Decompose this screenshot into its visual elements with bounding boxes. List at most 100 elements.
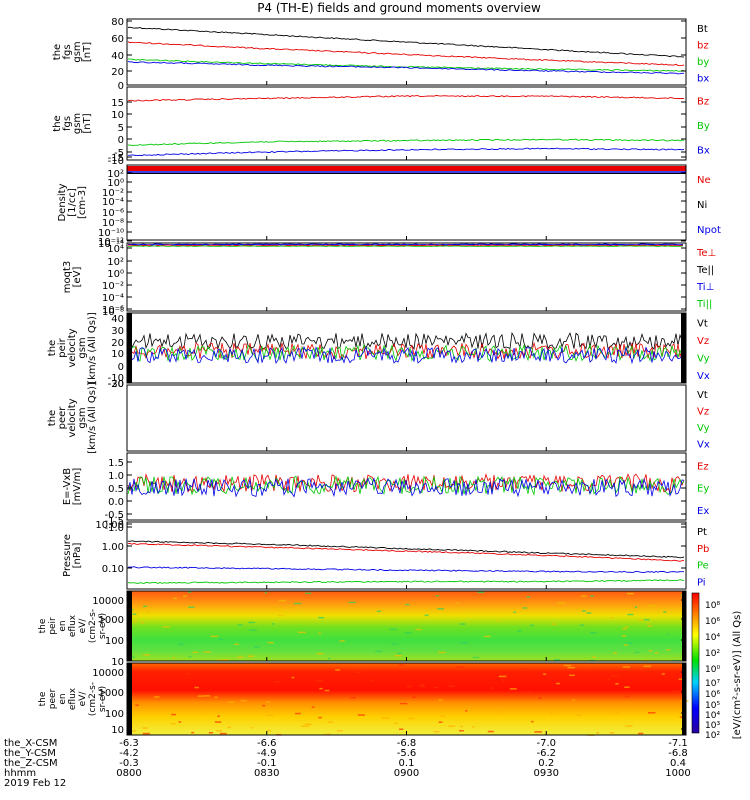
legend-bx: bx [697,73,709,84]
y-axis-label: Density [57,183,68,221]
spectrogram-texture [183,595,187,597]
spectrogram-texture [203,651,212,653]
spectrogram-texture [622,635,626,637]
spectrogram-texture [237,624,243,626]
panel-efield: 1.5 1.0 0.5 0.0 -0.5 -1.0-1.5 E=-VxB [mV/m] Ez Ey… [62,452,709,534]
x-row-label: hhmm [4,768,36,779]
spectrogram-texture [301,725,309,727]
spectrogram-texture [316,680,324,682]
spectrogram-texture [472,726,475,728]
spectrogram-texture [438,699,443,701]
legend-te⊥: Te⊥ [696,248,716,259]
data-gap-left [127,663,132,735]
x-row-label: the_Y-CSM [4,748,56,759]
spectrogram-texture [527,691,531,693]
legend-pe: Pe [697,561,709,572]
legend-ne: Ne [697,175,711,186]
spectrogram-texture [622,666,631,668]
spectrogram-texture [311,706,315,708]
spectrogram-texture [648,650,653,652]
spectrogram-texture [278,599,287,602]
x-tick-label: -7.0 [536,738,556,749]
spectrogram-texture [424,614,429,617]
y-axis-label: velocity [67,328,78,367]
y-tick-label: 10⁻¹⁰ [98,228,124,239]
y-axis-label: (cm2-s- [88,682,98,716]
spectrogram-texture [460,725,463,728]
spectrogram-texture [405,603,410,606]
spectrogram-texture [415,628,422,631]
spectrogram-texture [648,712,656,714]
legend-vy: Vy [697,423,710,434]
x-tick-label: -4.9 [257,748,277,759]
spectrogram-texture [234,643,240,646]
y-axis-label: gsm [77,407,88,428]
spectrogram-texture [438,721,443,723]
y-tick-label: 0 [118,81,124,92]
x-row-label: the_X-CSM [4,738,57,749]
spectrogram-texture [394,655,402,657]
spectrogram-texture [531,720,534,723]
y-axis-label: velocity [67,398,78,437]
y-axis-label: gsm [72,113,83,134]
y-axis-label: the [47,410,58,426]
spectrogram-texture [484,635,491,638]
panel-pressure: 10.00 1.00 0.10 Pressure [nPa] Pt Pb Pe Pi [62,520,709,590]
spectrogram-texture [264,591,267,594]
spectrogram-texture [448,725,456,727]
legend-bx: Bx [697,145,710,156]
y-tick-label: 40 [111,314,124,325]
y-axis-label: E=-VxB [62,468,73,505]
spectrogram-texture [142,727,148,729]
x-tick-label: -5.6 [397,748,417,759]
spectrogram-texture [596,732,600,734]
spectrogram-texture [143,654,150,656]
y-axis-label: peir [57,337,68,357]
spectrogram-texture [554,658,561,661]
spectrogram-texture [318,632,321,635]
spectrogram-texture [262,704,266,707]
spectrogram-texture [406,685,412,688]
colorbar-tick-label: 10⁴ [705,711,720,721]
series-fgs_tot-bz [127,41,685,67]
colorbar-tick-label: 10² [705,649,720,659]
spectrogram-texture [192,651,198,654]
spectrogram-texture [435,595,440,597]
y-tick-label: 10⁴ [107,244,124,255]
legend-vx: Vx [697,371,710,382]
spectrogram-texture [251,727,254,729]
spectrogram-texture [154,696,160,698]
colorbar-tick-label: 10² [705,731,720,741]
spectrogram-texture [357,714,365,716]
legend-vx: Vx [697,439,710,450]
spectrogram-texture [266,714,274,716]
legend-pt: Pt [697,527,707,538]
spectrogram-texture [140,622,145,624]
x-tick-label: -6.6 [257,738,277,749]
spectrogram-texture [522,607,528,609]
spectrogram-texture [143,605,147,608]
spectrogram-texture [624,626,629,629]
spectrogram-texture [214,721,222,723]
legend-vz: Vz [697,336,709,347]
y-axis-label: sr-eV) [98,686,108,712]
spectrogram-texture [581,595,587,597]
y-tick-label: -30 [108,379,124,390]
spectrogram-texture [412,696,417,698]
panel-peer_en: 10000 1000 100 10 the peer en eflux eV/(cm2-s-sr… [38,662,689,736]
spectrogram-texture [438,651,446,654]
spectrogram-texture [622,628,627,630]
spectrogram-texture [178,721,182,723]
legend-by: By [697,121,710,132]
spectrogram-texture [274,681,281,683]
y-axis-label: peer [57,406,68,430]
y-tick-label: 10.00 [95,520,124,531]
spectrogram-texture [237,656,244,659]
spectrogram-texture [389,628,398,631]
spectrogram-texture [550,712,553,715]
x-row-label: 2019 Feb 12 [4,778,66,789]
spectrogram-texture [271,623,275,625]
y-tick-label: -10 [108,373,124,384]
